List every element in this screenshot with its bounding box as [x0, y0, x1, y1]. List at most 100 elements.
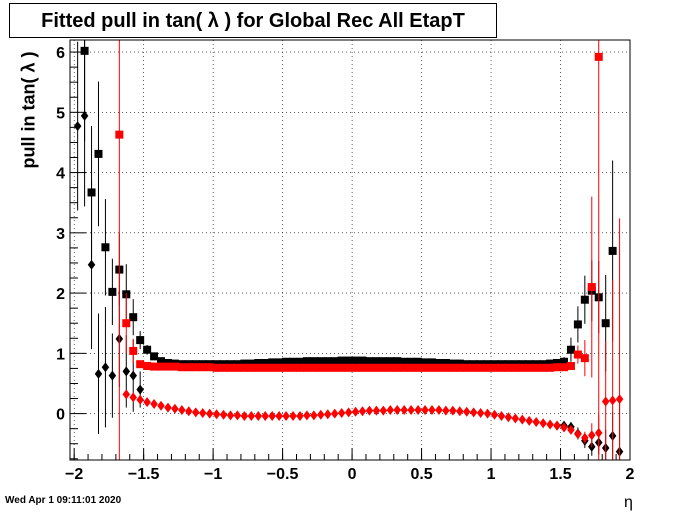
square-marker	[546, 363, 555, 372]
square-marker	[268, 363, 277, 372]
square-marker	[400, 363, 409, 372]
diamond-marker	[421, 404, 429, 415]
x-tick-label: −1.5	[128, 466, 160, 483]
square-marker	[316, 357, 325, 366]
square-marker	[483, 363, 492, 372]
x-tick-label: 0.5	[410, 466, 432, 483]
diamond-marker	[268, 411, 276, 422]
square-marker	[129, 313, 138, 322]
square-marker	[268, 358, 277, 367]
diamond-marker	[247, 411, 256, 422]
square-marker	[580, 354, 589, 363]
diamond-marker	[143, 397, 151, 408]
square-marker	[573, 320, 582, 329]
square-marker	[580, 295, 589, 304]
diamond-marker	[171, 403, 179, 414]
diamond-marker	[497, 411, 506, 422]
x-tick-label: −1	[204, 466, 222, 483]
square-marker	[94, 149, 103, 158]
diamond-marker	[574, 429, 582, 440]
square-marker	[282, 363, 291, 372]
diamond-marker	[310, 410, 318, 421]
diamond-marker	[136, 384, 144, 395]
square-marker	[566, 361, 575, 370]
diamond-marker	[129, 370, 137, 381]
diamond-marker	[330, 408, 339, 419]
diamond-marker	[275, 411, 283, 422]
diamond-marker	[351, 406, 360, 417]
square-marker	[393, 363, 402, 372]
diamond-marker	[324, 409, 332, 420]
diamond-marker	[581, 432, 589, 443]
square-marker	[240, 363, 249, 372]
square-marker	[504, 363, 513, 372]
square-marker	[101, 243, 110, 252]
y-axis-label: pull in tan( λ )	[18, 51, 39, 169]
diamond-marker	[122, 366, 131, 377]
square-marker	[441, 363, 450, 372]
x-tick-label: 0	[348, 466, 357, 483]
diamond-marker	[303, 410, 311, 421]
diamond-marker	[108, 370, 117, 381]
square-marker	[427, 358, 436, 367]
y-tick-label: 0	[56, 407, 65, 424]
square-marker	[365, 357, 374, 366]
square-marker	[386, 357, 395, 366]
diamond-marker	[594, 427, 603, 438]
square-marker	[323, 363, 332, 372]
square-marker	[157, 362, 166, 371]
diamond-marker	[456, 406, 464, 417]
diamond-marker	[546, 419, 554, 430]
square-marker	[608, 246, 617, 255]
square-marker	[337, 356, 346, 365]
square-marker	[261, 358, 270, 367]
square-marker	[497, 363, 506, 372]
diamond-marker	[358, 406, 367, 417]
square-marker	[407, 357, 416, 366]
square-marker	[427, 363, 436, 372]
square-marker	[337, 363, 346, 372]
diamond-marker	[518, 414, 527, 425]
square-marker	[351, 356, 360, 365]
square-marker	[254, 358, 263, 367]
square-marker	[330, 363, 339, 372]
diamond-marker	[615, 394, 624, 405]
square-marker	[358, 356, 367, 365]
square-marker	[414, 363, 423, 372]
y-tick-label: 4	[56, 166, 65, 183]
y-tick-label: 5	[56, 105, 65, 122]
square-marker	[136, 360, 145, 369]
diamond-marker	[407, 404, 415, 415]
square-marker	[546, 359, 555, 368]
diamond-marker	[73, 121, 82, 132]
square-marker	[414, 357, 423, 366]
square-marker	[372, 357, 381, 366]
chart-title: Fitted pull in tan( λ ) for Global Rec A…	[41, 10, 465, 32]
square-marker	[573, 350, 582, 359]
diamond-marker	[608, 395, 617, 406]
square-marker	[400, 357, 409, 366]
square-marker	[518, 363, 527, 372]
square-marker	[226, 363, 235, 372]
diamond-marker	[539, 418, 547, 429]
diamond-marker	[192, 407, 200, 418]
diamond-marker	[379, 405, 388, 416]
diamond-marker	[289, 411, 297, 422]
diamond-marker	[553, 420, 561, 431]
square-marker	[289, 363, 298, 372]
diamond-marker	[233, 410, 242, 421]
square-marker	[594, 52, 603, 61]
diamond-marker	[205, 408, 214, 419]
square-marker	[469, 363, 478, 372]
square-marker	[476, 363, 485, 372]
square-marker	[372, 363, 381, 372]
diamond-marker	[428, 404, 436, 415]
square-marker	[247, 359, 256, 368]
square-marker	[177, 363, 186, 372]
square-marker	[358, 363, 367, 372]
diamond-marker	[317, 409, 325, 420]
square-marker	[205, 363, 214, 372]
diamond-marker	[469, 407, 478, 418]
diamond-marker	[129, 392, 137, 403]
